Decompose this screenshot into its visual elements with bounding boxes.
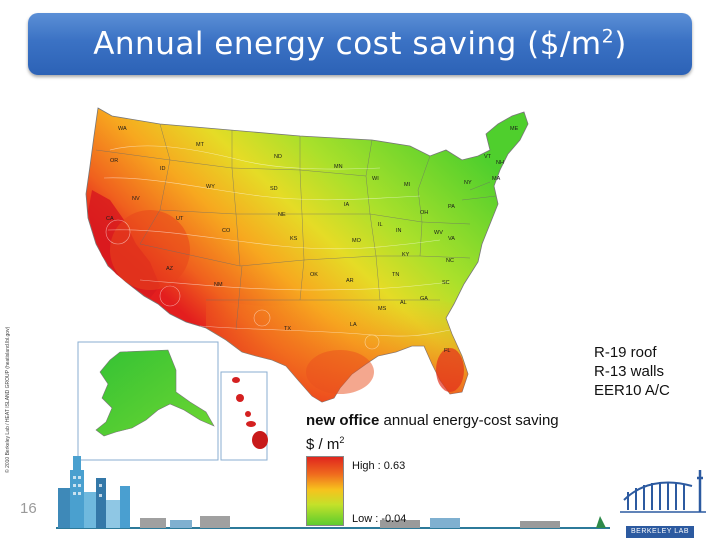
state-label: CO bbox=[222, 228, 231, 234]
state-label: AL bbox=[400, 300, 407, 306]
hawaii-island bbox=[246, 421, 256, 427]
alaska-shape bbox=[95, 349, 215, 437]
state-label: MN bbox=[334, 164, 343, 170]
spec-walls: R-13 walls bbox=[594, 363, 665, 380]
state-label: ME bbox=[510, 126, 519, 132]
spec-ac: EER10 A/C bbox=[594, 382, 670, 399]
legend-unit: $ / m2 bbox=[306, 435, 344, 453]
state-label: TN bbox=[392, 272, 399, 278]
state-label: CA bbox=[106, 216, 114, 222]
florida-hot-zone bbox=[436, 348, 464, 392]
state-label: MI bbox=[404, 182, 411, 188]
state-label: OH bbox=[420, 210, 428, 216]
hawaii-island bbox=[252, 431, 268, 449]
legend-title-bold: new office bbox=[306, 412, 380, 429]
state-label: IN bbox=[396, 228, 402, 234]
alaska-inset bbox=[77, 341, 219, 461]
hawaii-inset bbox=[220, 371, 268, 461]
state-label: LA bbox=[350, 322, 357, 328]
berkeley-lab-wordmark: BERKELEY LAB bbox=[626, 526, 694, 538]
slide-title-close: ) bbox=[614, 26, 627, 62]
state-label: TX bbox=[284, 326, 291, 332]
legend-low-value: Low : -0.04 bbox=[352, 513, 407, 525]
state-label: IA bbox=[344, 202, 350, 208]
state-label: AR bbox=[346, 278, 354, 284]
state-label: VT bbox=[484, 154, 492, 160]
state-label: MA bbox=[492, 176, 501, 182]
state-label: WA bbox=[118, 126, 127, 132]
state-label: MT bbox=[196, 142, 205, 148]
copyright-notice: © 2010 Berkeley Lab / HEAT ISLAND GROUP … bbox=[5, 326, 11, 473]
state-abbreviations: WA OR CA NV ID MT WY UT AZ CO NM ND SD N… bbox=[106, 126, 519, 354]
state-label: NM bbox=[214, 282, 223, 288]
state-label: MO bbox=[352, 238, 362, 244]
city-skyline-graphic bbox=[56, 456, 610, 529]
hawaii-island bbox=[236, 394, 244, 402]
state-label: WY bbox=[206, 184, 215, 190]
slide-title-superscript: 2 bbox=[601, 25, 615, 48]
southwest-hot-zone bbox=[110, 210, 190, 290]
southern-heat-band bbox=[206, 296, 468, 402]
state-label: ID bbox=[160, 166, 166, 172]
state-label: OR bbox=[110, 158, 118, 164]
state-label: VA bbox=[448, 236, 455, 242]
hawaii-island bbox=[245, 411, 251, 417]
berkeley-lab-logo bbox=[620, 470, 706, 513]
contiguous-us: WA OR CA NV ID MT WY UT AZ CO NM ND SD N… bbox=[85, 107, 529, 403]
state-label: NC bbox=[446, 258, 454, 264]
texas-hot-zone bbox=[306, 350, 374, 394]
state-label: PA bbox=[448, 204, 455, 210]
state-label: SD bbox=[270, 186, 278, 192]
legend-title: new office annual energy-cost saving bbox=[306, 412, 559, 429]
state-label: FL bbox=[444, 348, 450, 354]
state-label: WI bbox=[372, 176, 379, 182]
state-label: MS bbox=[378, 306, 387, 312]
state-label: NV bbox=[132, 196, 140, 202]
state-label: WV bbox=[434, 230, 443, 236]
state-label: GA bbox=[420, 296, 428, 302]
legend-unit-text: $ / m bbox=[306, 436, 340, 453]
state-label: ND bbox=[274, 154, 282, 160]
contour-lines bbox=[103, 145, 451, 350]
state-label: UT bbox=[176, 216, 184, 222]
state-label: IL bbox=[378, 222, 383, 228]
state-label: NE bbox=[278, 212, 286, 218]
slide-title: Annual energy cost saving ($/m2) bbox=[28, 13, 692, 75]
slide-title-text: Annual energy cost saving ($/m bbox=[93, 26, 602, 62]
page-number: 16 bbox=[20, 500, 37, 517]
state-label: NY bbox=[464, 180, 472, 186]
building-specs: R-19 roof R-13 walls EER10 A/C bbox=[594, 343, 670, 400]
state-label: NH bbox=[496, 160, 504, 166]
state-borders bbox=[95, 123, 497, 331]
state-label: KS bbox=[290, 236, 298, 242]
state-label: KY bbox=[402, 252, 410, 258]
legend-title-rest: annual energy-cost saving bbox=[379, 412, 559, 429]
state-label: AZ bbox=[166, 266, 174, 272]
legend-unit-superscript: 2 bbox=[339, 435, 345, 445]
hawaii-island bbox=[232, 377, 240, 383]
legend-color-ramp bbox=[306, 456, 344, 526]
legend-high-value: High : 0.63 bbox=[352, 460, 406, 472]
state-label: OK bbox=[310, 272, 318, 278]
spec-roof: R-19 roof bbox=[594, 344, 657, 361]
state-label: SC bbox=[442, 280, 450, 286]
